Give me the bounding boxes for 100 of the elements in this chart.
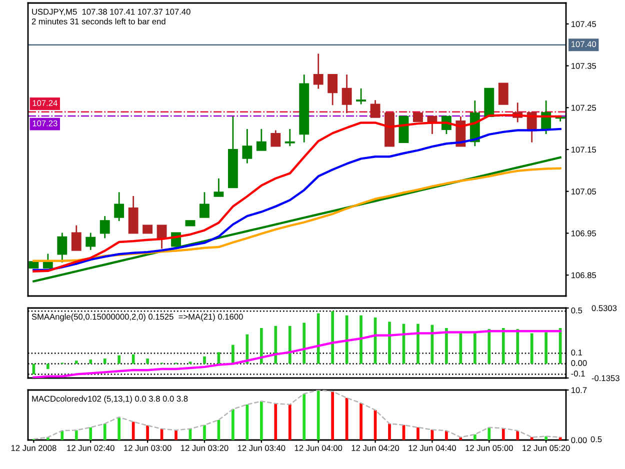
bar: [360, 315, 362, 364]
bar: [445, 328, 448, 364]
bar: [203, 356, 206, 364]
candlestick: [71, 224, 82, 252]
bar: [530, 437, 534, 440]
bar: [46, 364, 50, 370]
bar: [331, 391, 334, 440]
line-series: [32, 330, 562, 378]
x-tick-label: 12 Jun 04:40: [408, 445, 456, 451]
ref-line-label: 0.1: [571, 350, 582, 356]
candlestick: [498, 82, 508, 105]
ref-line-label: 107.23: [32, 120, 58, 126]
ref-line-label: 107.24: [32, 100, 58, 106]
x-tick-label: 12 Jun 04:00: [294, 445, 342, 451]
bar: [74, 430, 78, 440]
x-tick-label: 12 Jun 03:40: [238, 445, 286, 451]
y-tick-label: 107.15: [571, 146, 596, 153]
bar: [316, 313, 320, 364]
bar: [516, 430, 520, 440]
y-tick-label: 0.5303: [592, 305, 617, 312]
ref-line-label: 0.5: [571, 308, 582, 314]
bar: [316, 390, 320, 440]
bar: [488, 329, 491, 364]
bar: [232, 344, 234, 364]
bar: [416, 324, 420, 364]
y-tick-label: 107.25: [571, 104, 596, 111]
bar: [288, 326, 292, 364]
candlestick: [100, 215, 110, 239]
candlestick: [114, 192, 124, 222]
bar: [473, 333, 476, 364]
candlestick: [313, 52, 324, 90]
bar: [118, 355, 121, 364]
x-tick-label: 12 Jun 05:00: [466, 445, 513, 451]
x-tick-label: 12 Jun 04:20: [352, 445, 400, 451]
bar: [360, 403, 362, 440]
bar: [445, 430, 448, 440]
y-tick-label: -0.1353: [592, 375, 620, 382]
y-tick-label: 107.05: [571, 188, 596, 194]
bar: [103, 358, 106, 364]
x-tick-label: 12 Jun 05:20: [522, 445, 570, 451]
candlestick: [242, 128, 252, 164]
bar: [174, 430, 178, 440]
bar: [388, 322, 391, 364]
bar: [146, 358, 149, 364]
text: 0.5: [590, 436, 602, 442]
text: MACDcoloredv102 (5,13,1) 0.0 3.8 0.0 3.8: [32, 396, 188, 404]
bar: [416, 427, 420, 440]
ref-line-label: 107.40: [571, 41, 596, 48]
bar: [274, 404, 278, 440]
x-tick-label: 12 Jun 2008: [11, 445, 56, 451]
bar: [530, 333, 534, 364]
bar: [502, 428, 505, 440]
bar: [203, 425, 206, 440]
candlestick: [57, 232, 68, 264]
bar: [260, 401, 263, 440]
candlestick: [328, 74, 338, 106]
y-tick-label: 107.45: [571, 21, 596, 28]
text: USDJPY,M5 107.38 107.41 107.37 107.40: [32, 8, 190, 16]
bar: [388, 424, 391, 440]
bar: [502, 328, 505, 364]
y-tick-label: 106.85: [571, 272, 596, 278]
bar: [288, 404, 292, 440]
candlestick: [200, 192, 210, 218]
text: SMAAngle(50,0.15000000,2,0) 0.1525 =>MA(21) 0.1600: [32, 314, 243, 322]
line-series: [32, 156, 562, 282]
candlestick: [270, 130, 281, 147]
bar: [74, 360, 78, 364]
bar: [232, 409, 234, 440]
candlestick: [427, 116, 438, 135]
line-series: [32, 167, 562, 262]
candlestick: [284, 128, 295, 147]
x-tick-label: 12 Jun 03:20: [181, 445, 228, 451]
bar: [488, 427, 491, 440]
y-tick-label: 10.7: [571, 387, 587, 394]
bar: [274, 326, 278, 364]
x-tick-label: 12 Jun 03:00: [124, 445, 172, 451]
candlestick: [214, 178, 224, 198]
x-tick-label: 12 Jun 02:40: [67, 445, 114, 451]
bar: [89, 360, 92, 364]
text: 2 minutes 31 seconds left to bar end: [32, 18, 166, 24]
candlestick: [256, 128, 266, 152]
y-tick-label: 106.95: [571, 230, 596, 236]
candlestick: [356, 88, 366, 105]
candlestick: [86, 232, 96, 251]
bar: [473, 434, 476, 440]
bar: [544, 332, 548, 364]
y-tick-label: 107.35: [571, 62, 596, 69]
bar: [302, 394, 306, 440]
y-tick-label: 0.00: [571, 437, 587, 444]
candlestick: [342, 74, 352, 114]
line-series: [33, 390, 561, 440]
bar: [331, 311, 334, 364]
bar: [118, 417, 121, 440]
bar: [89, 427, 92, 440]
bar: [260, 328, 263, 364]
bar: [302, 322, 306, 364]
candlestick: [156, 224, 167, 250]
bar: [516, 329, 520, 364]
ref-line-label: -0.1: [571, 370, 585, 377]
candlestick: [370, 99, 380, 118]
